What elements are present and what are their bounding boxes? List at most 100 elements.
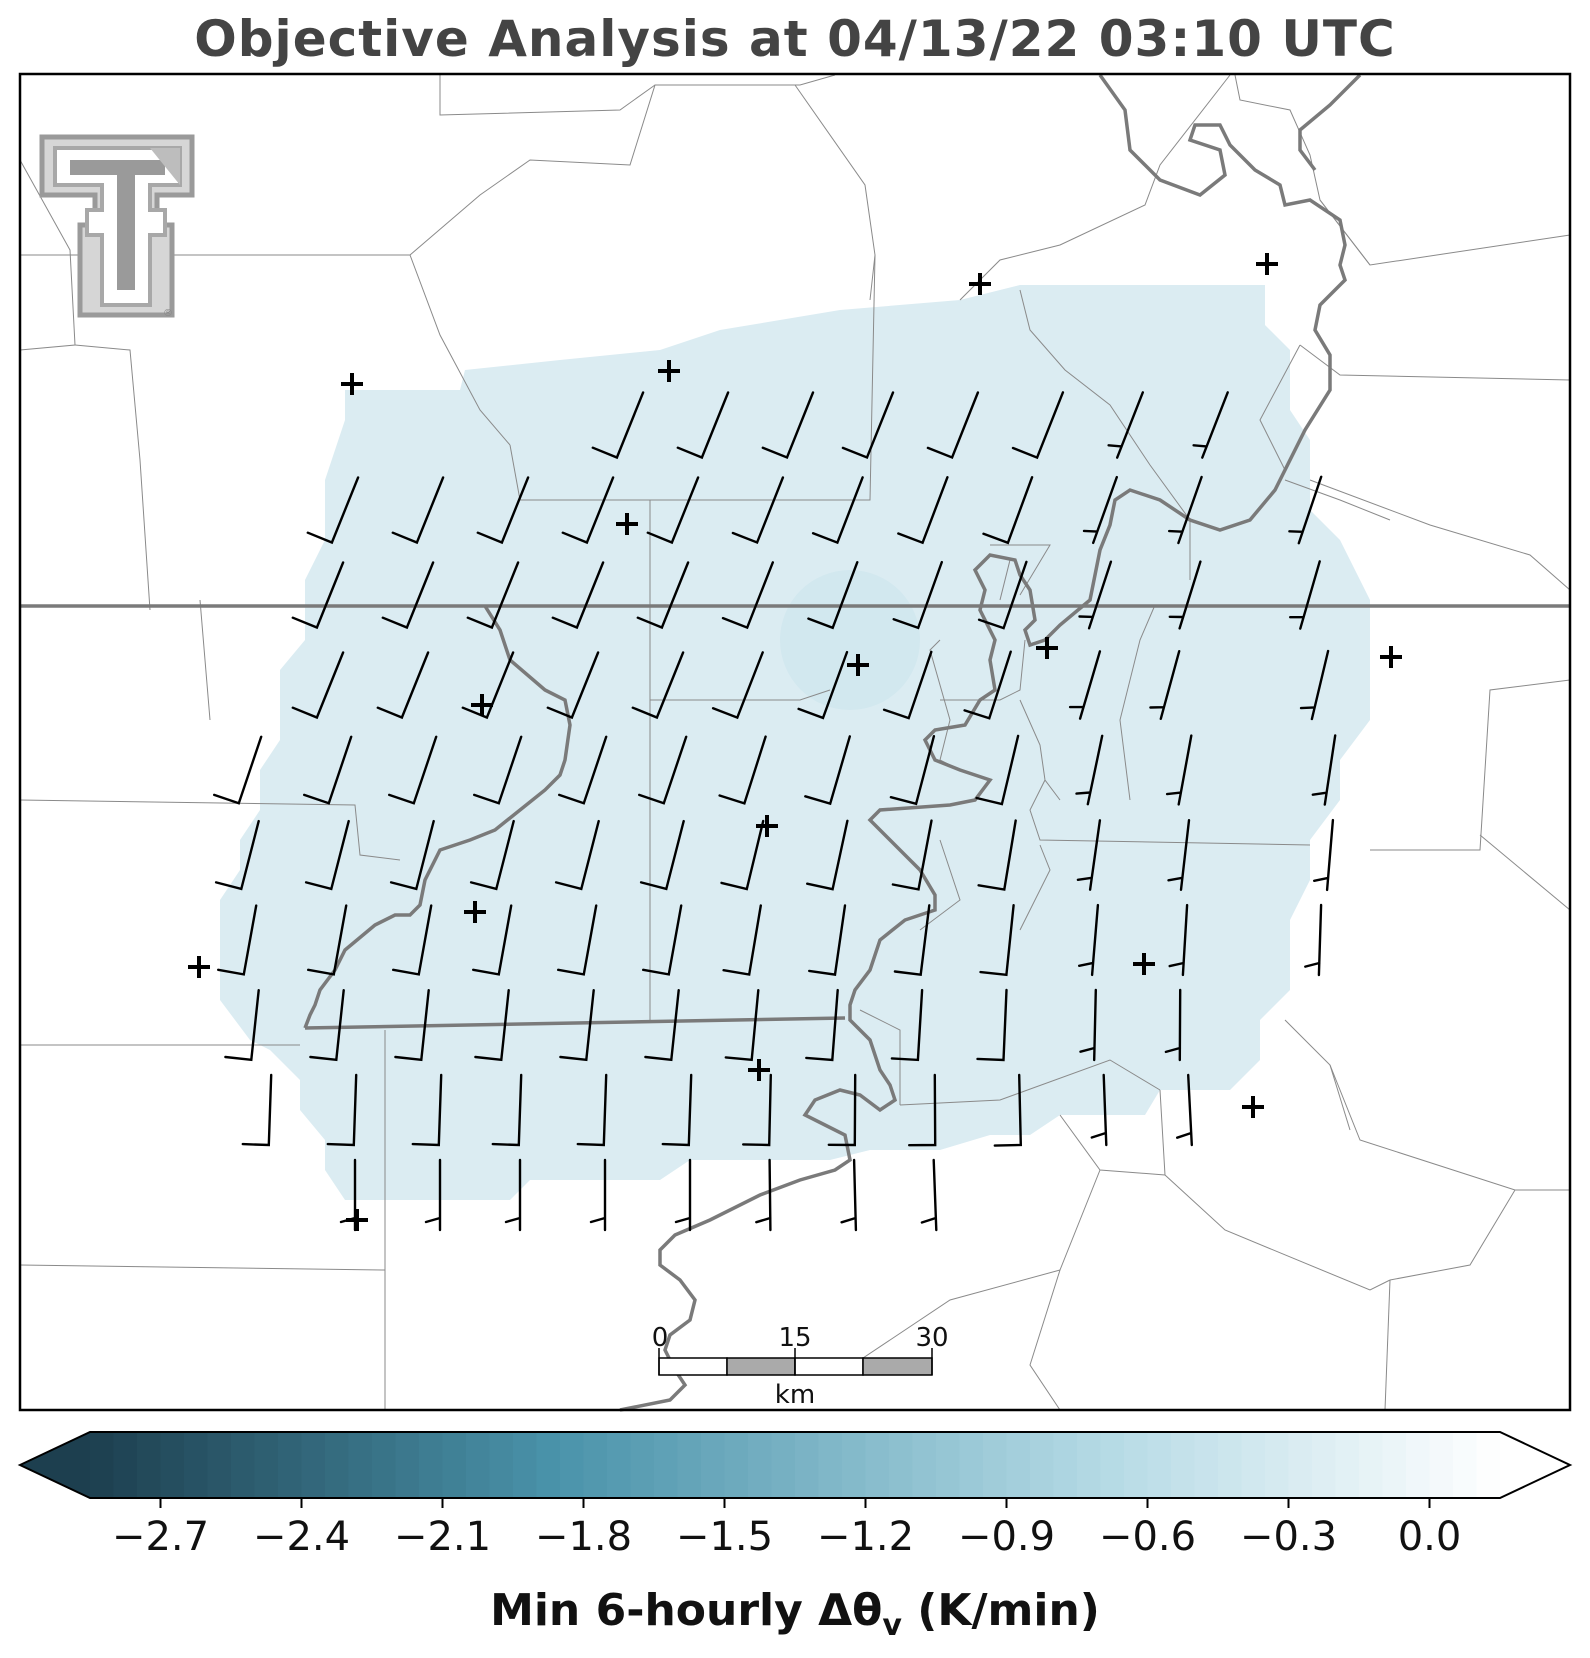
colorbar-cell: [889, 1432, 914, 1498]
wind-barb: [661, 1073, 693, 1147]
station-plus: [847, 654, 869, 676]
wind-barb: [591, 391, 645, 460]
wind-barb: [326, 1073, 358, 1147]
colorbar-cell: [842, 1432, 867, 1498]
colorbar-cell: [1218, 1432, 1243, 1498]
wind-barb: [1167, 819, 1191, 891]
wind-barb: [721, 561, 774, 630]
wind-barb: [561, 476, 615, 545]
colorbar-tick-label: −0.9: [958, 1514, 1055, 1560]
wind-barb: [722, 904, 762, 976]
station-plus: [616, 513, 638, 535]
colorbar-cell: [701, 1432, 726, 1498]
colorbar-cell: [1077, 1432, 1102, 1498]
wind-barb: [890, 988, 924, 1062]
wind-barb: [1168, 560, 1202, 630]
wind-barb: [291, 651, 345, 720]
colorbar-tick-label: −0.6: [1099, 1514, 1196, 1560]
wind-barb: [889, 735, 936, 806]
wind-barb: [882, 650, 933, 720]
station-plus: [341, 373, 363, 395]
wind-barb: [920, 1158, 938, 1232]
wind-barb: [241, 1073, 273, 1147]
wind-barb: [977, 819, 1017, 891]
colorbar-tick-label: −2.7: [112, 1514, 209, 1560]
colorbar-tick-label: −2.4: [253, 1514, 350, 1560]
colorbar-cell: [1265, 1432, 1290, 1498]
wind-barb: [676, 391, 730, 460]
map-frame: [18, 72, 1572, 1412]
wind-barb: [841, 391, 895, 460]
wind-barb: [1299, 649, 1330, 721]
wind-barb: [504, 1158, 522, 1232]
wind-barb: [217, 904, 258, 976]
wind-barb: [304, 819, 350, 891]
colorbar-cell: [818, 1432, 843, 1498]
colorbar-cell: [1453, 1432, 1478, 1498]
wind-barb: [411, 1073, 443, 1147]
colorbar-cell: [1030, 1432, 1055, 1498]
wind-barb: [474, 989, 510, 1062]
colorbar-cell: [1194, 1432, 1219, 1498]
wind-barb: [1168, 475, 1203, 545]
wind-barb: [926, 391, 980, 460]
wind-barb: [638, 735, 688, 805]
wind-barb: [1090, 1073, 1108, 1147]
wind-barb: [1079, 988, 1097, 1062]
wind-barb: [554, 819, 600, 891]
wind-barb: [711, 651, 764, 720]
wind-barb: [840, 1158, 858, 1232]
colorbar-outline: [17, 1431, 1573, 1499]
wind-barb: [1311, 734, 1337, 806]
wind-barb: [1082, 475, 1118, 545]
wind-barb: [892, 560, 943, 630]
scale-unit: km: [775, 1380, 815, 1410]
wind-barb: [891, 819, 933, 891]
wind-barb: [963, 650, 1012, 720]
colorbar-cell: [677, 1432, 702, 1498]
wind-barb: [214, 819, 260, 891]
colorbar-cell: [1406, 1432, 1431, 1498]
colorbar-cell: [372, 1432, 397, 1498]
wind-barb: [391, 476, 445, 545]
colorbar-cell: [1147, 1432, 1172, 1498]
wind-barb: [461, 651, 515, 720]
wind-barb: [558, 735, 608, 805]
wind-barb: [742, 1073, 772, 1147]
wind-barb: [307, 904, 348, 976]
colorbar-cell: [1312, 1432, 1337, 1498]
scale-bar: 0 15 30 km: [652, 1323, 949, 1410]
colorbar-cell: [325, 1432, 350, 1498]
wind-barb: [731, 476, 785, 545]
station-plus: [1242, 1096, 1264, 1118]
colorbar-cell: [207, 1432, 232, 1498]
wind-barb: [993, 1073, 1023, 1147]
wind-barb: [303, 735, 353, 805]
station-plus: [1380, 646, 1402, 668]
colorbar-cell: [748, 1432, 773, 1498]
analysis-field: [220, 285, 1370, 1200]
wind-barb: [473, 735, 523, 805]
texas-tech-double-t-logo-icon: ®: [39, 134, 195, 319]
wind-barb: [811, 476, 864, 545]
station-plus: [188, 956, 210, 978]
colorbar-cell: [936, 1432, 961, 1498]
wind-barb: [639, 819, 685, 891]
colorbar-cell: [983, 1432, 1008, 1498]
wind-barb: [806, 819, 849, 891]
wind-barb: [1176, 1073, 1193, 1147]
wind-barb: [1076, 819, 1102, 891]
colorbar-tick-label: −1.5: [676, 1514, 773, 1560]
wind-barbs: [213, 391, 1337, 1232]
colorbar-cell: [184, 1432, 209, 1498]
station-plus: [1133, 953, 1155, 975]
colorbar-cell: [560, 1432, 585, 1498]
wind-barb: [388, 735, 438, 805]
wind-barb: [1075, 734, 1104, 806]
colorbar-cell: [90, 1432, 115, 1498]
colorbar-cell: [912, 1432, 937, 1498]
wind-barb: [908, 1073, 937, 1147]
scale-label-0: 0: [652, 1323, 669, 1353]
station-plus: [346, 1209, 368, 1231]
station-plus: [748, 1059, 770, 1081]
